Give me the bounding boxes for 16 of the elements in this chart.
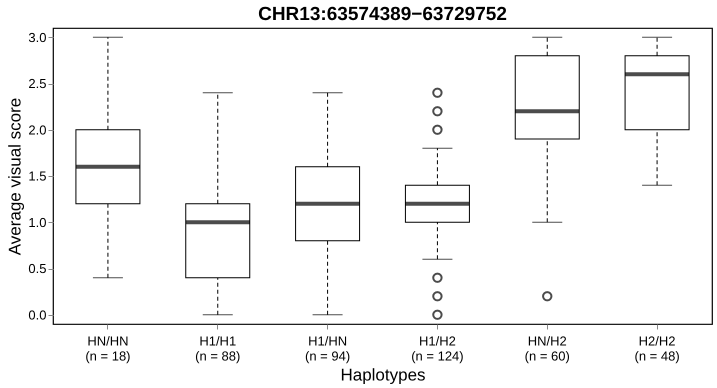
y-tick-label: 0.5: [28, 261, 46, 276]
y-tick-label: 1.5: [28, 168, 46, 184]
y-tick-label: 1.0: [28, 214, 46, 230]
x-tick-label: H2/H2 (n = 48): [634, 334, 680, 364]
y-tick-label: 0.0: [28, 307, 46, 322]
y-tick-label: 2.0: [28, 122, 46, 138]
x-tick-label: H1/H2 (n = 124): [411, 334, 464, 364]
x-tick-label: H1/H1 (n = 88): [195, 334, 240, 364]
chart-title: CHR13:63574389−63729752: [258, 4, 507, 25]
x-tick-label: H1/HN (n = 94): [304, 334, 350, 364]
x-tick-label: HN/H2 (n = 60): [524, 334, 570, 364]
y-tick-label: 3.0: [28, 30, 46, 45]
x-axis-title: Haplotypes: [340, 366, 426, 384]
y-tick-label: 2.5: [28, 76, 46, 91]
y-axis-title: Average visual score: [5, 98, 24, 256]
x-tick-label: HN/HN (n = 18): [85, 334, 131, 364]
